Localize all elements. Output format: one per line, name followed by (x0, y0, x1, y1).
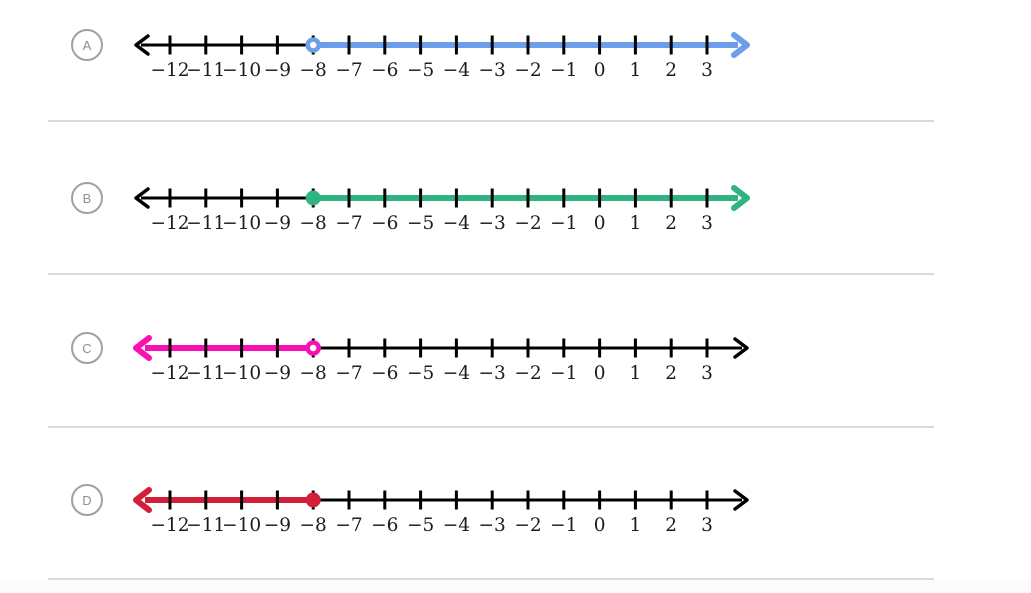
svg-text:−1: −1 (550, 515, 577, 536)
svg-text:−9: −9 (264, 213, 291, 234)
option-label-c: C (82, 340, 92, 356)
number-line-c: −12−11−10 −9 −8 −7 −6 −5 −4 −3 −2 −1 0 1 2 3 (133, 335, 749, 384)
svg-text:−4: −4 (443, 60, 470, 81)
svg-text:−7: −7 (335, 515, 362, 536)
option-badge-a[interactable]: A (71, 29, 103, 61)
svg-text:−5: −5 (407, 60, 434, 81)
svg-text:0: 0 (594, 515, 606, 536)
svg-text:1: 1 (630, 515, 642, 536)
svg-text:−8: −8 (300, 363, 327, 384)
number-line-a: −12−11−10 −9 −8 −7 −6 −5 −4 −3 −2 −1 0 1 2 3 (134, 32, 750, 81)
svg-text:−5: −5 (407, 363, 434, 384)
svg-text:−10: −10 (222, 515, 261, 536)
svg-text:1: 1 (630, 363, 642, 384)
svg-text:−1: −1 (550, 213, 577, 234)
svg-text:−12: −12 (150, 213, 189, 234)
svg-text:0: 0 (594, 363, 606, 384)
svg-text:−7: −7 (335, 363, 362, 384)
svg-text:−3: −3 (479, 60, 506, 81)
svg-text:−10: −10 (222, 60, 261, 81)
svg-text:3: 3 (701, 363, 713, 384)
svg-text:−6: −6 (371, 515, 398, 536)
svg-text:−1: −1 (550, 363, 577, 384)
svg-text:−4: −4 (443, 363, 470, 384)
divider (48, 273, 934, 275)
svg-text:−12: −12 (150, 363, 189, 384)
svg-text:1: 1 (630, 60, 642, 81)
svg-text:−10: −10 (222, 213, 261, 234)
option-label-b: B (82, 190, 92, 206)
svg-text:0: 0 (594, 60, 606, 81)
svg-text:−8: −8 (300, 60, 327, 81)
svg-text:3: 3 (701, 60, 713, 81)
option-badge-d[interactable]: D (71, 484, 103, 516)
svg-text:−6: −6 (371, 213, 398, 234)
svg-text:−6: −6 (371, 363, 398, 384)
svg-text:−10: −10 (222, 363, 261, 384)
svg-text:2: 2 (665, 213, 677, 234)
svg-text:−2: −2 (514, 60, 541, 81)
number-line-d: −12−11−10 −9 −8 −7 −6 −5 −4 −3 −2 −1 0 1 2 3 (133, 487, 749, 536)
svg-text:−2: −2 (514, 515, 541, 536)
svg-text:−2: −2 (514, 213, 541, 234)
svg-text:−3: −3 (479, 363, 506, 384)
svg-text:3: 3 (701, 213, 713, 234)
svg-text:−3: −3 (479, 515, 506, 536)
svg-text:−7: −7 (335, 213, 362, 234)
divider (48, 120, 934, 122)
svg-text:−12: −12 (150, 515, 189, 536)
option-badge-b[interactable]: B (71, 182, 103, 214)
option-label-a: A (82, 37, 92, 53)
svg-text:−4: −4 (443, 515, 470, 536)
svg-text:−11: −11 (186, 363, 225, 384)
svg-text:0: 0 (594, 213, 606, 234)
svg-text:−11: −11 (186, 515, 225, 536)
svg-text:−1: −1 (550, 60, 577, 81)
svg-text:2: 2 (665, 60, 677, 81)
footer-strip (0, 580, 1031, 593)
svg-text:2: 2 (665, 363, 677, 384)
number-line-b: −12−11−10 −9 −8 −7 −6 −5 −4 −3 −2 −1 0 1 2 3 (134, 185, 750, 234)
svg-text:−7: −7 (335, 60, 362, 81)
divider (48, 426, 934, 428)
svg-text:−2: −2 (514, 363, 541, 384)
option-row-c[interactable]: C −12 −11 −10 −9 −8 −7 −6 −5 −4 −3 −2 −1 0 1 2 3 (0, 322, 1031, 392)
svg-text:−9: −9 (264, 363, 291, 384)
svg-text:1: 1 (630, 213, 642, 234)
option-badge-c[interactable]: C (71, 332, 103, 364)
svg-text:−9: −9 (264, 60, 291, 81)
svg-text:−8: −8 (300, 515, 327, 536)
svg-text:2: 2 (665, 515, 677, 536)
svg-text:−9: −9 (264, 515, 291, 536)
option-label-d: D (82, 492, 92, 508)
svg-text:−6: −6 (371, 60, 398, 81)
svg-text:−11: −11 (186, 213, 225, 234)
divider (48, 578, 934, 580)
svg-text:−8: −8 (300, 213, 327, 234)
option-row-b[interactable]: B −12 −11 −10 −9 −8 −7 −6 −5 −4 −3 −2 −1 0 1 2 3 (0, 172, 1031, 242)
svg-text:−5: −5 (407, 213, 434, 234)
option-row-d[interactable]: D −12 −11 −10 −9 −8 −7 −6 −5 −4 −3 −2 −1 0 1 2 3 (0, 474, 1031, 544)
svg-text:3: 3 (701, 515, 713, 536)
svg-text:−4: −4 (443, 213, 470, 234)
svg-text:−3: −3 (479, 213, 506, 234)
svg-text:−11: −11 (186, 60, 225, 81)
svg-text:−5: −5 (407, 515, 434, 536)
svg-text:−12: −12 (150, 60, 189, 81)
option-row-a[interactable]: A −12 −11 −10 −9 −8 −7 −6 −5 −4 −3 −2 −1 0 1 2 3 (0, 19, 1031, 89)
